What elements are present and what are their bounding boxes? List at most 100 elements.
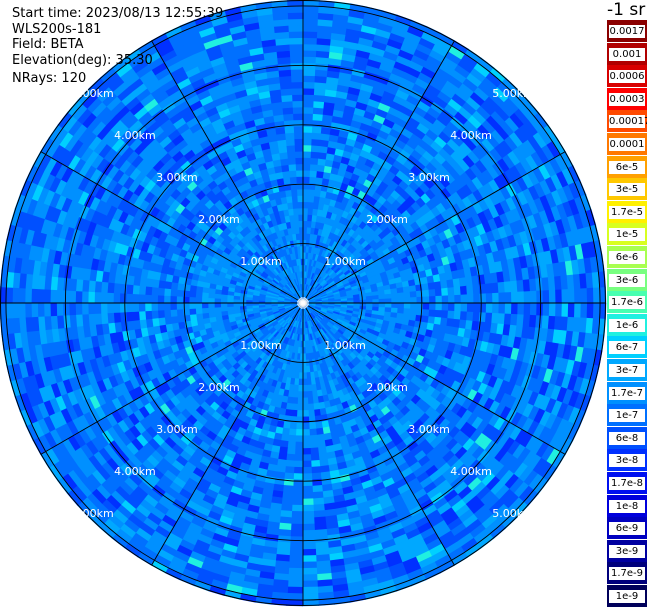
- radar-cell: [487, 413, 501, 428]
- radar-cell: [339, 352, 347, 360]
- radar-cell: [390, 451, 403, 463]
- radar-cell: [280, 433, 290, 442]
- radar-cell: [191, 544, 208, 557]
- radar-cell: [297, 403, 303, 411]
- radar-cell: [287, 324, 292, 332]
- radar-cell: [429, 157, 442, 170]
- radar-cell: [465, 320, 473, 331]
- radar-cell: [348, 178, 358, 188]
- radar-cell: [18, 302, 26, 318]
- radar-cell: [473, 62, 491, 78]
- radar-cell: [202, 556, 220, 568]
- radar-cell: [527, 266, 536, 280]
- radar-cell: [207, 415, 218, 426]
- radar-cell: [506, 335, 516, 349]
- radar-cell: [420, 203, 432, 215]
- radar-cell: [307, 265, 312, 273]
- radar-cell: [218, 514, 233, 526]
- radar-cell: [369, 549, 386, 560]
- radar-cell: [306, 307, 312, 314]
- radar-cell: [367, 98, 381, 109]
- radar-cell: [332, 109, 345, 118]
- radar-cell: [377, 129, 390, 141]
- radar-cell: [303, 125, 313, 133]
- radar-cell: [493, 447, 508, 463]
- radar-cell: [366, 443, 378, 454]
- radar-cell: [313, 510, 326, 518]
- radar-cell: [385, 461, 398, 473]
- radar-cell: [326, 312, 333, 317]
- radar-cell: [335, 506, 348, 516]
- radar-cell: [261, 449, 272, 458]
- radar-cell: [464, 167, 478, 181]
- radar-cell: [341, 277, 349, 284]
- radar-cell: [201, 307, 209, 314]
- radar-cell: [366, 272, 375, 279]
- radar-cell: [290, 371, 296, 379]
- radar-cell: [402, 451, 415, 463]
- radar-cell: [347, 236, 355, 245]
- radar-cell: [332, 220, 340, 229]
- radar-cell: [341, 447, 352, 456]
- radar-cell: [222, 387, 232, 397]
- radar-cell: [75, 313, 84, 327]
- radar-cell: [175, 493, 190, 506]
- radar-cell: [302, 410, 309, 417]
- radar-cell: [415, 207, 427, 218]
- radar-cell: [305, 239, 310, 247]
- radar-cell: [472, 391, 484, 405]
- radar-cell: [300, 315, 303, 323]
- radar-cell: [219, 424, 231, 435]
- radar-cell: [310, 319, 315, 327]
- radar-cell: [371, 254, 380, 263]
- radar-cell: [359, 247, 368, 256]
- radar-cell: [379, 62, 395, 74]
- radar-cell: [479, 341, 489, 353]
- radar-cell: [287, 344, 292, 353]
- radar-cell: [302, 580, 318, 588]
- radar-cell: [279, 368, 286, 377]
- radar-cell: [503, 493, 520, 510]
- radar-cell: [306, 372, 311, 379]
- radar-cell: [262, 376, 270, 385]
- radar-cell: [345, 138, 357, 148]
- radar-cell: [410, 539, 427, 552]
- radar-cell: [425, 162, 438, 174]
- radar-cell: [267, 463, 278, 472]
- radar-cell: [592, 303, 600, 320]
- radar-cell: [483, 397, 495, 411]
- radar-cell: [352, 271, 360, 278]
- radar-cell: [390, 527, 406, 540]
- radar-cell: [515, 219, 526, 234]
- radar-cell: [212, 498, 227, 510]
- radar-cell: [469, 523, 486, 539]
- radar-cell: [189, 308, 197, 315]
- radar-cell: [473, 86, 490, 102]
- radar-cell: [404, 562, 422, 575]
- radar-cell: [261, 488, 274, 497]
- radar-cell: [465, 248, 475, 260]
- radar-cell: [354, 252, 363, 260]
- radar-cell: [320, 292, 327, 297]
- radar-cell: [441, 295, 449, 304]
- radar-cell: [318, 248, 324, 256]
- radar-cell: [439, 176, 451, 189]
- radar-cell: [366, 258, 375, 266]
- radar-cell: [405, 424, 418, 436]
- radar-cell: [195, 302, 203, 309]
- radar-cell: [81, 290, 89, 303]
- radar-cell: [401, 280, 410, 288]
- radar-cell: [330, 343, 337, 351]
- radar-cell: [309, 233, 315, 241]
- radar-cell: [209, 538, 225, 550]
- radar-cell: [370, 333, 379, 341]
- radar-cell: [164, 316, 173, 325]
- radar-cell: [449, 369, 459, 381]
- radar-cell: [438, 62, 456, 76]
- radar-cell: [320, 263, 326, 271]
- radar-cell: [446, 517, 463, 532]
- radar-cell: [361, 519, 376, 530]
- radar-cell: [310, 287, 316, 294]
- radar-cell: [390, 348, 399, 358]
- radar-cell: [410, 303, 417, 310]
